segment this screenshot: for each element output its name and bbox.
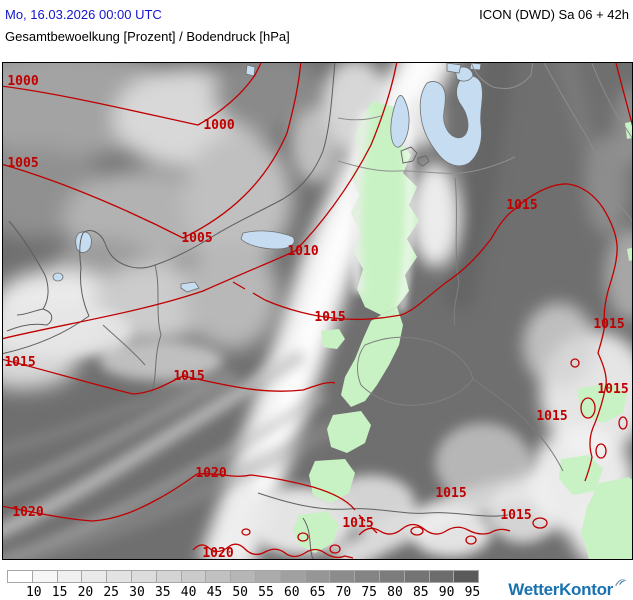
isobar-label: 1005 — [7, 156, 38, 171]
legend-color-cell — [428, 570, 455, 583]
legend-color-cell — [230, 570, 256, 583]
isobar-label: 1015 — [342, 516, 373, 531]
legend-tick-label: 20 — [77, 585, 94, 600]
wetterkontor-logo-text: WetterKontor — [508, 580, 613, 599]
legend-color-cell — [130, 570, 157, 583]
isobar-label: 1015 — [506, 198, 537, 213]
legend-color-cell — [205, 570, 232, 583]
legend-tick-label: 55 — [258, 585, 274, 600]
legend-color-cell — [31, 570, 58, 583]
legend-tick-label: 75 — [361, 585, 378, 600]
isobar-label: 1020 — [202, 546, 233, 559]
isobar-label: 1015 — [536, 409, 567, 424]
clear-sky-layer — [293, 101, 632, 559]
isobar-label: 1020 — [12, 505, 43, 520]
legend-color-cell — [279, 570, 306, 583]
legend-tick-label: 65 — [309, 585, 326, 600]
legend-color-cell — [304, 570, 331, 583]
legend-tick-label: 95 — [464, 585, 481, 600]
legend-tick-label: 40 — [180, 585, 197, 600]
wetterkontor-swoosh-icon — [615, 579, 627, 586]
legend-tick-label: 70 — [335, 585, 352, 600]
legend-tick-label: 90 — [438, 585, 455, 600]
isobar-label: 1015 — [4, 355, 35, 370]
legend-color-cell — [155, 570, 182, 583]
map-title: Gesamtbewoelkung [Prozent] / Bodendruck … — [5, 29, 290, 44]
legend-color-cell — [329, 570, 356, 583]
legend-tick-label: 15 — [51, 585, 68, 600]
wetterkontor-logo[interactable]: WetterKontor — [508, 576, 627, 600]
legend-tick-label: 30 — [129, 585, 145, 600]
isobar-label: 1015 — [593, 317, 624, 332]
isobar-label: 1015 — [314, 310, 345, 325]
legend-tick-label: 35 — [154, 585, 171, 600]
cloud-fringe-layer — [350, 110, 414, 312]
legend-color-cell — [254, 570, 281, 583]
legend-tick-label: 85 — [412, 585, 429, 600]
legend-color-cell — [354, 570, 380, 583]
legend-color-cell — [7, 570, 33, 583]
isobar-label: 1015 — [597, 382, 628, 397]
legend-color-cell — [453, 570, 480, 583]
isobar-layer — [3, 63, 632, 559]
weather-map: 1000 1000 1005 1005 1010 1015 1015 1015 1015 1015… — [2, 62, 633, 560]
isobar-label: 1000 — [7, 74, 38, 89]
legend-color-cell — [81, 570, 108, 583]
legend-color-cell — [180, 570, 207, 583]
legend-tick-label: 50 — [232, 585, 249, 600]
isobar-label: 1020 — [195, 466, 226, 481]
isobar-labels: 1000 1000 1005 1005 1010 1015 1015 1015 1015 1015… — [4, 74, 628, 559]
cloud-cover-legend-bar — [7, 570, 480, 583]
isobar-label: 1015 — [173, 369, 204, 384]
isobar-label: 1005 — [181, 231, 212, 246]
legend-tick-label: 80 — [387, 585, 403, 600]
legend-tick-label: 10 — [25, 585, 42, 600]
isobar-label: 1010 — [287, 244, 318, 259]
legend-color-cell — [106, 570, 132, 583]
valid-datetime: Mo, 16.03.2026 00:00 UTC — [5, 7, 162, 22]
legend-tick-label: 25 — [103, 585, 120, 600]
legend-color-cell — [378, 570, 405, 583]
isobar-label: 1000 — [203, 118, 234, 133]
legend-tick-label: 60 — [283, 585, 300, 600]
legend-color-cell — [56, 570, 83, 583]
model-run-info: ICON (DWD) Sa 06 + 42h — [479, 7, 629, 22]
isobar-label: 1015 — [435, 486, 466, 501]
legend-tick-label: 45 — [206, 585, 223, 600]
isobar-label: 1015 — [500, 508, 531, 523]
coastline-layer — [3, 63, 632, 559]
legend-color-cell — [403, 570, 430, 583]
